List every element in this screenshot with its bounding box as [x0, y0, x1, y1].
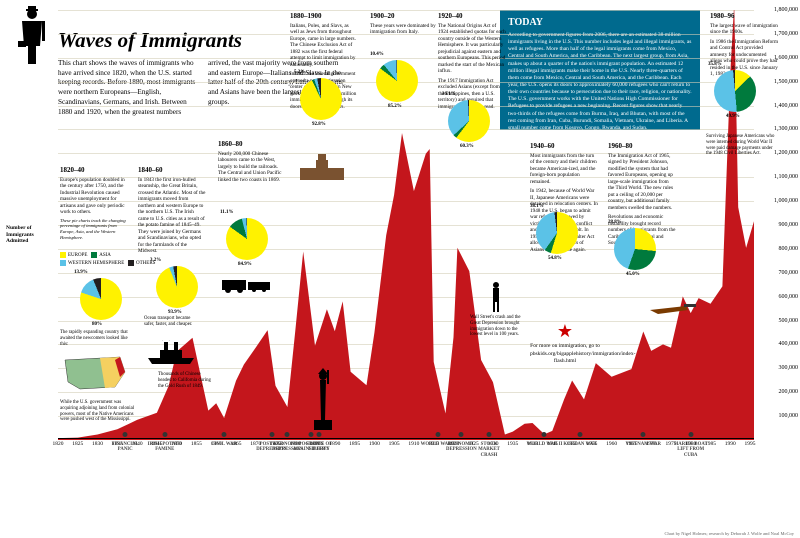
event-dot	[578, 432, 583, 437]
immigrant-silhouette-icon	[10, 6, 54, 66]
period-p1920: 1920–40The National Origins Act of 1924 …	[438, 12, 506, 112]
pie-p1940	[536, 212, 578, 254]
event-dot	[317, 432, 322, 437]
event-label: CIVIL WAR	[205, 442, 243, 447]
link-box: ★ For more on immigration, go to pbskids…	[530, 320, 600, 365]
event-label: WORLD WAR II	[525, 442, 563, 447]
credit-line: Chart by Nigel Holmes; research by Debor…	[664, 531, 794, 536]
steamship-icon	[144, 340, 198, 366]
event-dot	[222, 432, 227, 437]
event-label: STATUE OF LIBERTY	[300, 442, 338, 453]
event-dot	[309, 432, 314, 437]
event-label: IRISH POTATO FAMINE	[146, 442, 184, 453]
native-caption: While the U.S. government was acquiring …	[60, 400, 140, 423]
pie-p1900	[376, 60, 418, 102]
us-map-icon	[60, 352, 130, 392]
pie-p1920	[448, 100, 490, 142]
chinese-caption: Thousands of Chinese headed to Californi…	[158, 372, 212, 389]
expanding-caption: The rapidly expanding country that await…	[60, 330, 134, 347]
pie-p1980	[714, 70, 756, 112]
period-p1840: 1840–60In 1843 the first iron-hulled ste…	[138, 166, 206, 257]
railroad-icon	[218, 272, 274, 294]
event-dot	[123, 432, 128, 437]
period-p1900: 1900–20These years were dominated by imm…	[370, 12, 438, 38]
event-dot	[542, 432, 547, 437]
event-dot	[269, 432, 274, 437]
pie-p1820	[80, 278, 122, 320]
statue-liberty-icon	[312, 360, 334, 430]
event-label: FINANCIAL PANIC	[106, 442, 144, 453]
y-axis-label: Number of Immigrants Admitted	[6, 225, 54, 245]
ocean-caption: Ocean transport became safer, faster, an…	[144, 316, 194, 328]
pie-p1860	[226, 218, 268, 260]
event-label: VIETNAM WAR	[624, 442, 662, 447]
period-p1980: 1980–96The largest wave of immigration s…	[710, 12, 778, 80]
rifle-icon	[648, 300, 698, 318]
period-p1860: 1860–80Nearly 200,000 Chinese labourers …	[218, 140, 286, 185]
wallst-caption: Wall Street's crash and the Great Depres…	[470, 315, 530, 338]
event-label: STOCK MARKET CRASH	[470, 442, 508, 458]
event-dot	[162, 432, 167, 437]
period-p1820: 1820–40Europe's population doubled in th…	[60, 166, 128, 243]
event-label: MARIEL BOAT LIFT FROM CUBA	[672, 442, 710, 458]
event-dot	[459, 432, 464, 437]
event-dot	[285, 432, 290, 437]
pie-p1960	[614, 228, 656, 270]
stockman-icon	[484, 280, 508, 314]
event-label: KOREAN WAR	[561, 442, 599, 447]
surviving-caption: Surviving Japanese Americans who were in…	[706, 134, 776, 157]
event-dot	[487, 432, 492, 437]
ellis-island-icon	[294, 154, 350, 182]
event-dot	[435, 432, 440, 437]
star-icon: ★	[530, 320, 600, 343]
pie-p1880	[300, 78, 342, 120]
link-text[interactable]: For more on immigration, go to pbskids.o…	[530, 343, 600, 364]
pie-p1840	[156, 266, 198, 308]
event-dot	[688, 432, 693, 437]
event-dot	[641, 432, 646, 437]
